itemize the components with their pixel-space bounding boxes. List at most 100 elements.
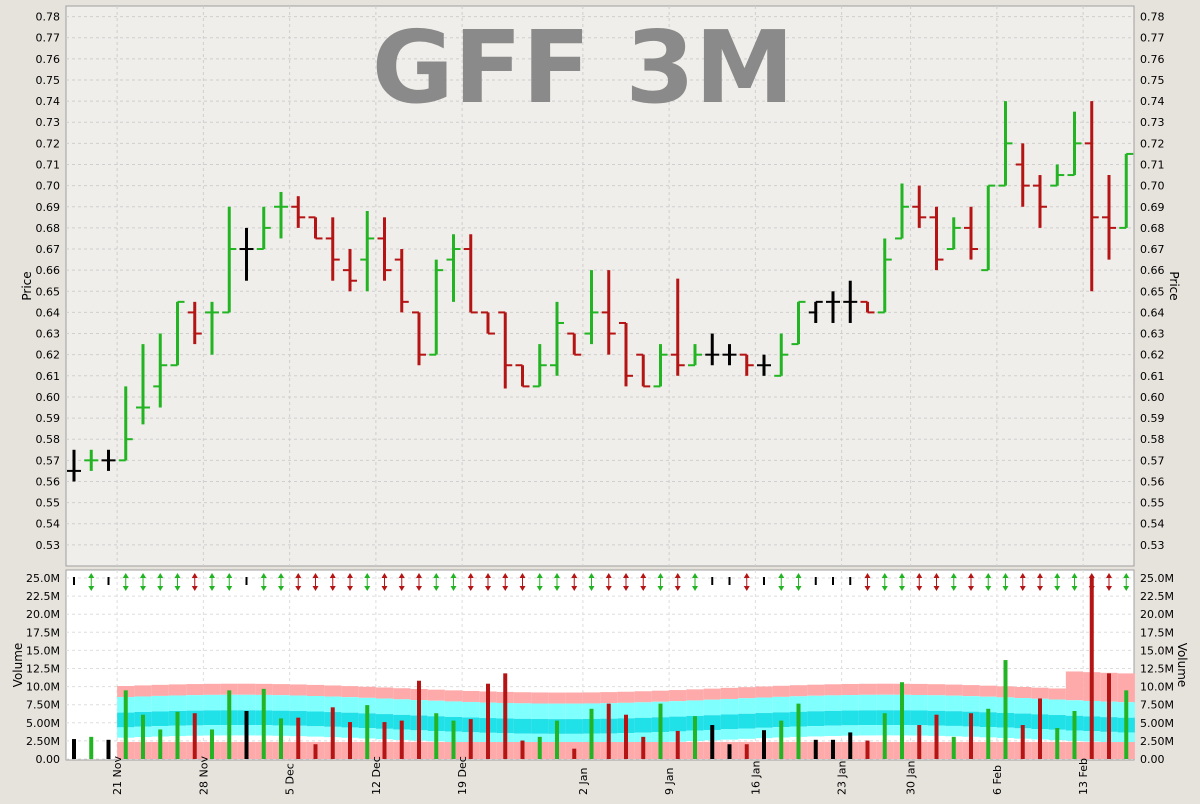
- band-outer-upper: [979, 685, 997, 697]
- band-outer-upper: [237, 683, 256, 695]
- band-mid-upper: [565, 703, 583, 720]
- band-mid-upper: [876, 694, 894, 711]
- price-tick-label-right: 0.76: [1140, 53, 1165, 66]
- band-outer-upper: [789, 685, 808, 697]
- volume-bar: [882, 713, 887, 759]
- volume-tick-label-left: 7.50M: [26, 699, 60, 712]
- volume-bar: [486, 683, 490, 759]
- volume-bar: [917, 725, 922, 759]
- band-mid-upper: [375, 698, 394, 715]
- signal-marker-down: [312, 586, 319, 591]
- band-mid-upper: [444, 701, 463, 717]
- signal-marker-down: [916, 586, 923, 591]
- axis-layer: 0.53 0.53 0.54 0.54 0.55 0.55 0.56 0.56 0.57 0.57…: [26, 11, 1174, 795]
- signal-marker-up: [1071, 573, 1078, 578]
- signal-marker-up: [1088, 573, 1095, 578]
- band-mid-upper: [341, 697, 359, 713]
- signal-marker-up: [295, 573, 302, 578]
- volume-tick-label-left: 5.00M: [26, 717, 60, 730]
- signal-marker-down: [433, 586, 440, 591]
- band-inner: [306, 711, 325, 727]
- volume-bar: [744, 744, 749, 759]
- band-mid-upper: [945, 695, 963, 712]
- band-inner: [910, 710, 928, 726]
- volume-bar: [796, 703, 801, 759]
- band-outer-upper: [151, 684, 169, 696]
- price-tick-label-left: 0.71: [36, 158, 61, 171]
- signal-marker-down: [157, 586, 164, 591]
- price-tick-label-left: 0.57: [36, 454, 61, 467]
- signal-marker-down: [1123, 586, 1130, 591]
- price-tick-label-left: 0.62: [36, 349, 61, 362]
- band-mid-upper: [324, 696, 342, 713]
- signal-marker-up: [1123, 573, 1130, 578]
- volume-tick-label-right: 5.00M: [1140, 717, 1174, 730]
- signal-marker-down: [899, 586, 905, 591]
- price-tick-label-left: 0.53: [36, 539, 61, 552]
- signal-marker-up: [433, 573, 440, 578]
- signal-marker-down: [605, 586, 612, 591]
- signal-marker-down: [864, 586, 871, 591]
- band-mid-lower: [513, 733, 532, 744]
- volume-bar: [658, 703, 663, 759]
- price-tick-label-right: 0.57: [1140, 454, 1165, 467]
- price-tick-label-right: 0.67: [1140, 243, 1165, 256]
- volume-bar: [382, 722, 387, 759]
- price-tick-label-left: 0.63: [36, 328, 61, 341]
- signal-marker-up: [312, 573, 319, 578]
- volume-bars: [72, 575, 1129, 759]
- signal-marker-down: [502, 586, 509, 591]
- signal-marker-up: [588, 573, 595, 578]
- date-tick-label: 9 Jan: [663, 768, 676, 795]
- signal-marker-up: [968, 573, 974, 578]
- signal-marker-up: [450, 573, 457, 578]
- band-outer-upper: [289, 684, 307, 696]
- band-mid-upper: [151, 695, 169, 712]
- band-mid-upper: [393, 699, 411, 715]
- signal-marker-down: [364, 586, 371, 591]
- price-tick-label-left: 0.78: [36, 11, 61, 24]
- signal-marker-up: [381, 573, 388, 578]
- band-mid-upper: [841, 695, 859, 711]
- volume-bar: [848, 732, 853, 759]
- signal-marker-up: [278, 573, 284, 578]
- volume-bar: [710, 725, 715, 759]
- volume-bar: [158, 729, 163, 759]
- volume-bar: [365, 705, 370, 759]
- price-tick-label-right: 0.56: [1140, 475, 1165, 488]
- band-mid-upper: [1014, 698, 1032, 714]
- price-tick-label-left: 0.58: [36, 433, 61, 446]
- volume-tick-label-right: 22.5M: [1140, 590, 1174, 603]
- price-tick-label-left: 0.60: [36, 391, 61, 404]
- signal-marker-down: [985, 586, 992, 591]
- volume-tick-label-right: 7.50M: [1140, 699, 1174, 712]
- band-mid-upper: [772, 696, 790, 713]
- volume-bar: [1089, 575, 1094, 759]
- date-tick-label: 21 Nov: [111, 756, 124, 795]
- band-mid-upper: [427, 700, 445, 717]
- volume-bar: [934, 714, 939, 759]
- price-tick-label-left: 0.59: [36, 412, 61, 425]
- signal-marker-down: [933, 586, 940, 591]
- band-outer-upper: [858, 683, 877, 695]
- signal-marker-down: [329, 586, 336, 591]
- price-tick-label-left: 0.56: [36, 475, 61, 488]
- signal-marker-down: [467, 586, 474, 591]
- signal-marker-down: [209, 586, 215, 591]
- band-outer-upper: [531, 692, 549, 704]
- signal-marker-up: [623, 573, 629, 578]
- band-mid-upper: [634, 702, 652, 718]
- signal-marker-up: [985, 573, 992, 578]
- price-tick-label-left: 0.66: [36, 264, 61, 277]
- signal-marker-down: [450, 586, 457, 591]
- signal-marker-up: [778, 573, 785, 578]
- price-tick-label-right: 0.62: [1140, 349, 1165, 362]
- band-mid-upper: [134, 696, 152, 712]
- volume-bar: [1107, 673, 1111, 759]
- date-tick-label: 30 Jan: [905, 761, 918, 795]
- band-outer-upper: [375, 687, 394, 699]
- volume-tick-label-left: 22.5M: [26, 590, 60, 603]
- volume-bar: [141, 714, 145, 759]
- band-inner: [669, 716, 687, 732]
- price-tick-label-left: 0.68: [36, 222, 61, 235]
